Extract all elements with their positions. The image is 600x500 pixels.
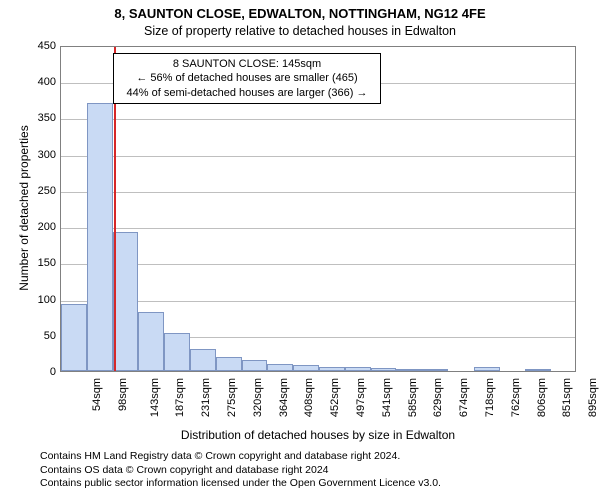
annotation-line: 44% of semi-detached houses are larger (… [120, 86, 374, 100]
x-tick-label: 674sqm [458, 378, 470, 417]
histogram-bar [242, 360, 268, 371]
grid-line [61, 156, 575, 157]
x-tick-label: 320sqm [252, 378, 264, 417]
annotation-box: 8 SAUNTON CLOSE: 145sqm← 56% of detached… [113, 53, 381, 104]
chart-container: 8, SAUNTON CLOSE, EDWALTON, NOTTINGHAM, … [0, 0, 600, 500]
footer: Contains HM Land Registry data © Crown c… [40, 450, 441, 491]
histogram-bar [87, 103, 113, 371]
histogram-bar [422, 369, 448, 371]
annotation-line: 8 SAUNTON CLOSE: 145sqm [120, 57, 374, 71]
x-tick-label: 364sqm [278, 378, 290, 417]
histogram-bar [371, 368, 397, 371]
x-tick-label: 408sqm [304, 378, 316, 417]
x-tick-label: 187sqm [175, 378, 187, 417]
histogram-bar [293, 365, 319, 371]
x-tick-label: 585sqm [407, 378, 419, 417]
x-tick-label: 718sqm [484, 378, 496, 417]
histogram-bar [474, 367, 500, 371]
x-tick-label: 231sqm [200, 378, 212, 417]
histogram-bar [138, 312, 164, 371]
footer-line3: Contains public sector information licen… [40, 477, 441, 491]
histogram-bar [396, 369, 422, 371]
x-tick-label: 895sqm [587, 378, 599, 417]
annotation-line: ← 56% of detached houses are smaller (46… [120, 71, 374, 85]
title-block: 8, SAUNTON CLOSE, EDWALTON, NOTTINGHAM, … [0, 0, 600, 39]
title-line1: 8, SAUNTON CLOSE, EDWALTON, NOTTINGHAM, … [0, 6, 600, 23]
histogram-bar [190, 349, 216, 371]
x-tick-label: 98sqm [117, 378, 129, 411]
histogram-bar [525, 369, 551, 371]
y-tick-label: 0 [16, 366, 56, 378]
footer-line1: Contains HM Land Registry data © Crown c… [40, 450, 441, 464]
x-tick-label: 54sqm [91, 378, 103, 411]
histogram-bar [345, 367, 371, 371]
y-tick-label: 450 [16, 40, 56, 52]
histogram-bar [164, 333, 190, 371]
histogram-bar [216, 357, 242, 371]
grid-line [61, 119, 575, 120]
x-tick-label: 541sqm [381, 378, 393, 417]
footer-line2: Contains OS data © Crown copyright and d… [40, 464, 441, 478]
histogram-bar [319, 367, 345, 371]
x-tick-label: 452sqm [329, 378, 341, 417]
y-tick-label: 400 [16, 76, 56, 88]
y-tick-label: 50 [16, 330, 56, 342]
x-tick-label: 629sqm [433, 378, 445, 417]
y-axis-title: Number of detached properties [17, 118, 31, 298]
grid-line [61, 228, 575, 229]
x-tick-label: 806sqm [536, 378, 548, 417]
histogram-bar [61, 304, 87, 371]
histogram-bar [113, 232, 139, 371]
x-axis-title: Distribution of detached houses by size … [60, 428, 576, 442]
title-line2: Size of property relative to detached ho… [0, 23, 600, 39]
histogram-bar [267, 364, 293, 371]
grid-line [61, 192, 575, 193]
x-tick-label: 762sqm [510, 378, 522, 417]
x-tick-label: 851sqm [562, 378, 574, 417]
x-tick-label: 497sqm [355, 378, 367, 417]
x-tick-label: 275sqm [226, 378, 238, 417]
x-tick-label: 143sqm [149, 378, 161, 417]
